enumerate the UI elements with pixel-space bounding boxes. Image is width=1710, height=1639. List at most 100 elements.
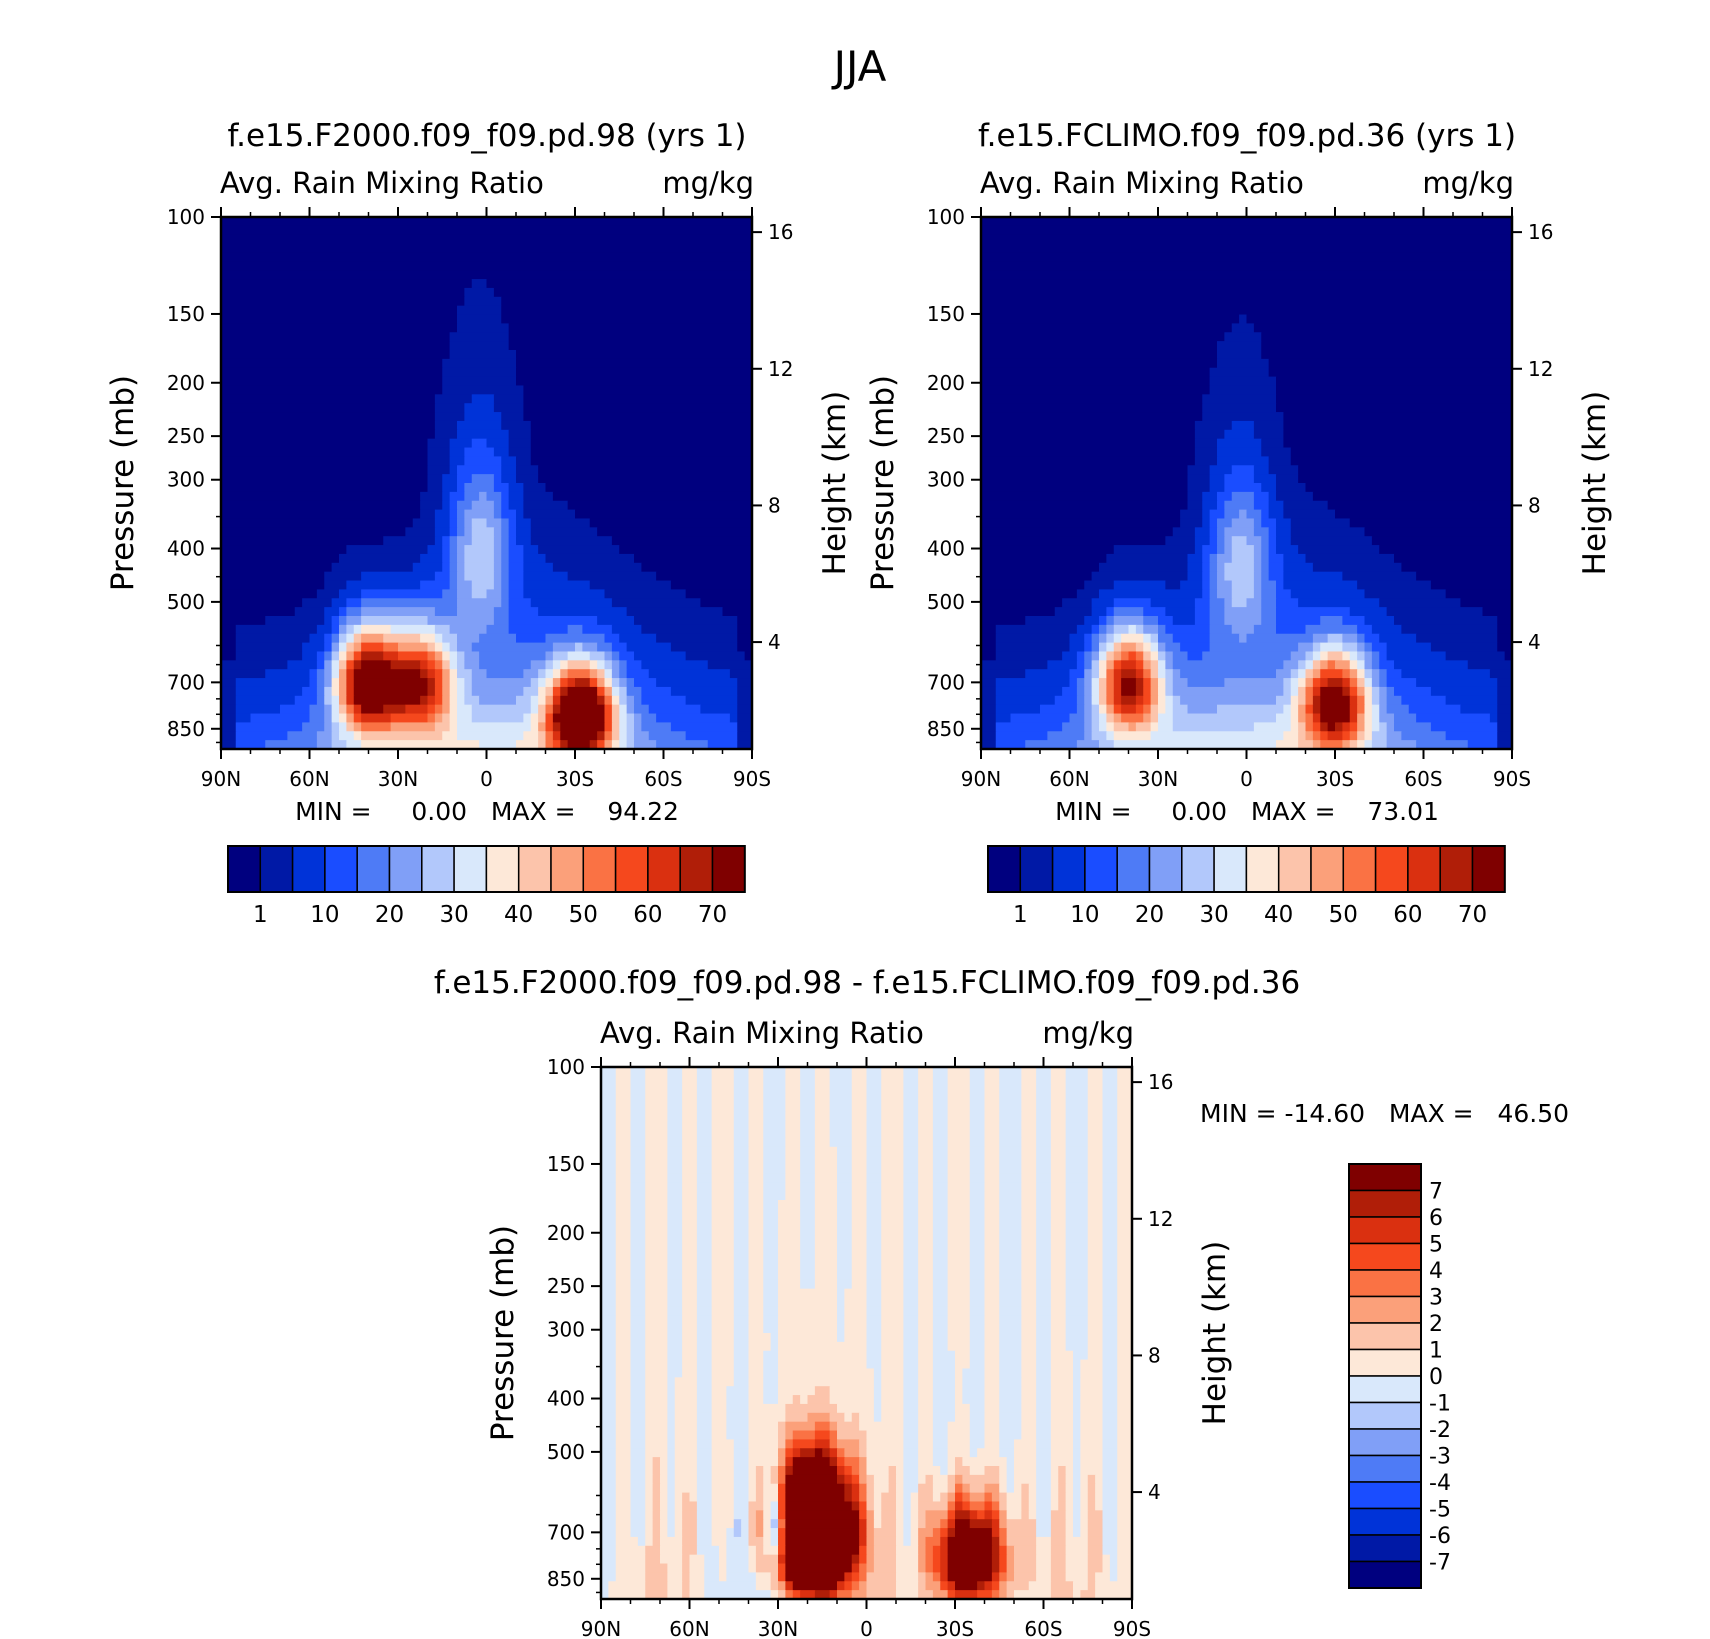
y-tick-label: 300 bbox=[167, 468, 205, 492]
field-cell bbox=[814, 1590, 831, 1599]
field-cell bbox=[711, 1111, 735, 1121]
field-cell bbox=[866, 1492, 875, 1503]
field-cell bbox=[814, 1182, 838, 1192]
field-cell bbox=[1113, 704, 1122, 715]
field-cell bbox=[634, 651, 687, 661]
field-cell bbox=[778, 1483, 786, 1494]
field-cell bbox=[667, 1528, 676, 1538]
field-cell bbox=[339, 589, 362, 599]
field-cell bbox=[1087, 1155, 1104, 1166]
field-cell bbox=[947, 1421, 971, 1432]
field-cell bbox=[748, 1341, 772, 1352]
panel-title: f.e15.FCLIMO.f09_f09.pd.36 (yrs 1) bbox=[978, 118, 1516, 154]
field-cell bbox=[601, 1067, 617, 1077]
field-cell bbox=[648, 669, 731, 679]
field-cell bbox=[545, 731, 554, 741]
field-cell bbox=[674, 1377, 698, 1387]
field-cell bbox=[1497, 678, 1512, 688]
field-cell bbox=[1261, 580, 1277, 590]
field-cell bbox=[984, 1333, 1000, 1343]
field-cell bbox=[932, 1545, 941, 1556]
field-cell bbox=[630, 1483, 646, 1494]
field-cell bbox=[763, 1492, 779, 1503]
x-tick-label: 90N bbox=[961, 767, 1001, 791]
field-cell bbox=[741, 1519, 750, 1529]
field-cell bbox=[682, 1501, 698, 1511]
field-cell bbox=[1357, 686, 1366, 697]
field-cell bbox=[947, 1075, 971, 1086]
field-cell bbox=[947, 1581, 956, 1591]
field-cell bbox=[1364, 642, 1373, 653]
colorbar-box bbox=[1348, 1189, 1422, 1218]
field-cell bbox=[601, 1288, 617, 1299]
field-cell bbox=[682, 1554, 691, 1565]
field-cell bbox=[748, 1306, 764, 1316]
field-cell bbox=[339, 616, 347, 626]
field-cell bbox=[660, 1474, 668, 1485]
field-cell bbox=[434, 607, 458, 617]
field-cell bbox=[221, 740, 237, 749]
field-cell bbox=[1357, 633, 1366, 644]
field-cell bbox=[302, 642, 325, 653]
field-cell bbox=[1036, 1111, 1052, 1121]
field-cell bbox=[346, 713, 355, 723]
field-cell bbox=[645, 1448, 668, 1458]
field-cell bbox=[630, 1341, 646, 1352]
field-cell bbox=[896, 1483, 904, 1494]
field-cell bbox=[918, 1137, 934, 1148]
field-cell bbox=[829, 1102, 853, 1112]
field-cell bbox=[737, 624, 752, 635]
field-cell bbox=[346, 740, 362, 749]
field-cell bbox=[999, 1466, 1008, 1476]
field-cell bbox=[1117, 1448, 1132, 1458]
field-cell bbox=[1065, 1315, 1089, 1325]
field-cell bbox=[903, 1315, 919, 1325]
field-cell bbox=[1357, 669, 1366, 679]
field-cell bbox=[1117, 1341, 1132, 1352]
field-cell bbox=[1371, 651, 1380, 661]
field-cell bbox=[711, 1279, 735, 1290]
field-cell bbox=[1305, 669, 1314, 679]
field-cell bbox=[449, 456, 465, 466]
field-cell bbox=[615, 1111, 632, 1121]
field-cell bbox=[1364, 713, 1373, 723]
field-cell bbox=[1117, 1297, 1132, 1307]
field-cell bbox=[955, 1590, 978, 1599]
field-cell bbox=[851, 1279, 868, 1290]
field-cell bbox=[1076, 704, 1085, 715]
field-cell bbox=[1379, 598, 1461, 608]
field-cell bbox=[601, 1217, 617, 1228]
field-cell bbox=[442, 695, 451, 706]
field-cell bbox=[1394, 713, 1417, 723]
field-cell bbox=[1117, 1501, 1132, 1511]
field-cell bbox=[471, 642, 554, 653]
field-cell bbox=[530, 438, 752, 449]
field-cell bbox=[442, 367, 517, 378]
field-cell bbox=[969, 1306, 986, 1316]
field-cell bbox=[601, 1474, 617, 1485]
field-cell bbox=[696, 1501, 713, 1511]
field-cell bbox=[829, 1421, 838, 1432]
field-cell bbox=[1095, 1474, 1104, 1485]
field-cell bbox=[601, 1510, 617, 1520]
field-cell bbox=[984, 1067, 1000, 1077]
field-cell bbox=[449, 669, 458, 679]
field-cell bbox=[1117, 1519, 1132, 1529]
field-cell bbox=[866, 1173, 882, 1183]
field-cell bbox=[1080, 1368, 1104, 1378]
field-cell bbox=[981, 217, 1512, 227]
field-cell bbox=[711, 1120, 735, 1130]
field-cell bbox=[1121, 651, 1130, 661]
field-cell bbox=[711, 1510, 735, 1520]
field-cell bbox=[755, 1510, 764, 1520]
field-cell bbox=[711, 1297, 735, 1307]
field-cell bbox=[1095, 1572, 1111, 1582]
field-cell bbox=[1102, 1439, 1118, 1449]
field-cell bbox=[763, 1208, 779, 1219]
field-cell bbox=[1298, 598, 1380, 608]
field-cell bbox=[1202, 580, 1211, 590]
field-cell bbox=[235, 633, 311, 644]
field-cell bbox=[442, 678, 451, 688]
field-cell bbox=[1349, 722, 1358, 732]
field-cell bbox=[390, 624, 436, 635]
